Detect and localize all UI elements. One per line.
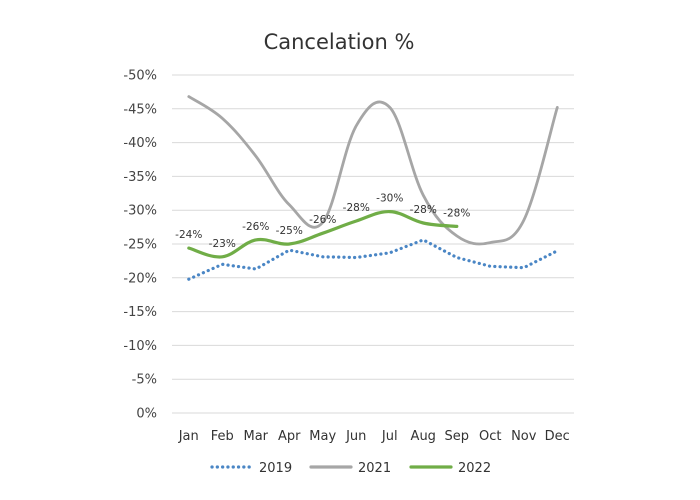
data-label-2022: -28%	[410, 204, 437, 216]
y-tick-label: -25%	[123, 238, 157, 253]
y-tick-label: -5%	[132, 373, 157, 388]
data-label-2022: -28%	[343, 202, 370, 214]
series-line-2022	[187, 209, 459, 259]
data-label-2022: -26%	[309, 214, 336, 226]
y-axis-ticks: 0% -5% -10% -15% -20% -25% -30% -35% -40% -45% -50…	[123, 69, 157, 422]
chart-title: Cancelation %	[264, 30, 415, 54]
x-axis-ticks: Jan Feb Mar Apr May Jun Jul Aug Sep Oct Nov Dec	[178, 429, 570, 444]
x-tick-label-jul: Jul	[381, 429, 398, 444]
y-tick-label: -30%	[123, 204, 157, 219]
data-labels: -24% -23% -26% -25% -26% -28% -30% -28% -28%	[175, 193, 470, 250]
x-tick-label-apr: Apr	[278, 429, 301, 444]
x-tick-label-jan: Jan	[178, 429, 199, 444]
x-tick-label-sep: Sep	[444, 429, 469, 444]
x-tick-label-may: May	[309, 429, 336, 444]
x-tick-label-aug: Aug	[411, 429, 436, 444]
x-tick-label-feb: Feb	[211, 429, 234, 444]
x-tick-label-dec: Dec	[545, 429, 570, 444]
y-tick-label: -35%	[123, 170, 157, 185]
data-label-2022: -26%	[242, 221, 269, 233]
series-lines	[187, 95, 559, 281]
y-tick-label: -50%	[123, 69, 157, 84]
x-tick-label-oct: Oct	[479, 429, 501, 444]
legend-label-2021: 2021	[358, 461, 391, 476]
x-tick-label-mar: Mar	[243, 429, 268, 444]
series-line-2021	[187, 95, 559, 246]
data-label-2022: -23%	[209, 238, 236, 250]
y-tick-label: -10%	[123, 339, 157, 354]
legend: 2019 2021 2022	[210, 461, 491, 476]
gridlines	[172, 74, 574, 414]
legend-label-2019: 2019	[259, 461, 292, 476]
legend-label-2022: 2022	[458, 461, 491, 476]
y-tick-label: -45%	[123, 102, 157, 117]
series-line-2019	[187, 238, 559, 281]
y-tick-label: -40%	[123, 136, 157, 151]
data-label-2022: -24%	[175, 229, 202, 241]
x-tick-label-nov: Nov	[511, 429, 537, 444]
data-label-2022: -30%	[376, 193, 403, 205]
y-tick-label: -20%	[123, 271, 157, 286]
y-tick-label: 0%	[136, 407, 157, 422]
x-tick-label-jun: Jun	[345, 429, 366, 444]
data-label-2022: -28%	[443, 207, 470, 219]
data-label-2022: -25%	[276, 225, 303, 237]
y-tick-label: -15%	[123, 305, 157, 320]
